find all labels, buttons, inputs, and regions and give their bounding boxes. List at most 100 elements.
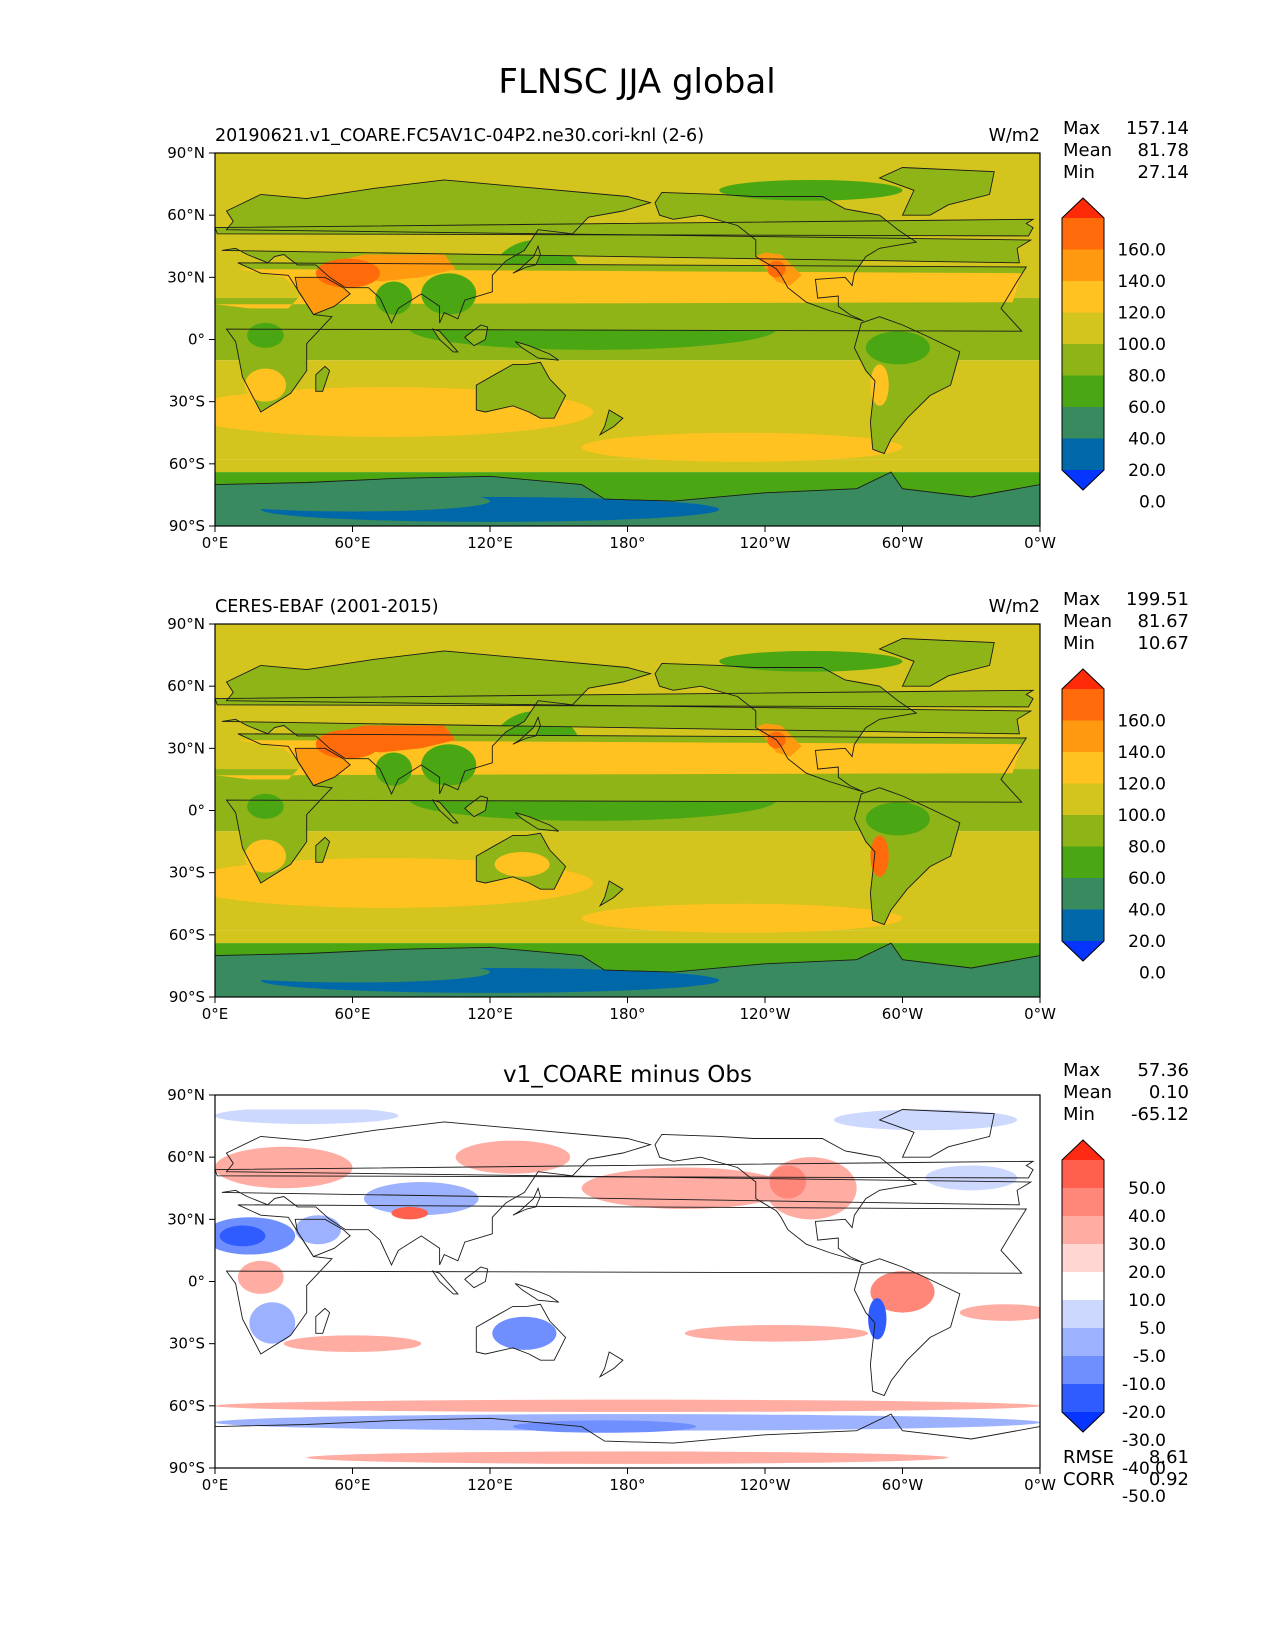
amazon-green: [865, 331, 931, 365]
y-tick-label: 90°S: [169, 517, 205, 535]
diff-australia: [492, 1316, 557, 1350]
coastline-uk: [215, 218, 1035, 237]
y-tick-label: 90°S: [169, 988, 205, 1006]
colorbar-cell: [1062, 1188, 1104, 1217]
amazon-green: [865, 802, 931, 836]
stat-value: 27.14: [1137, 162, 1189, 183]
colorbar-cell: [1062, 1356, 1104, 1385]
stat-label: Max: [1063, 118, 1101, 139]
coastline-africa: [225, 733, 1028, 884]
panel-model: 0°E 60°E 120°E 180° 120°W 60°W 0°W 90°N 60°N 30°N…: [167, 118, 1189, 552]
colorbar-cell: [1062, 689, 1104, 721]
panel-units: W/m2: [989, 597, 1040, 617]
iran-hot: [315, 258, 380, 288]
figure-title: FLNSC JJA global: [498, 62, 775, 102]
coastline-sumatra: [431, 1270, 459, 1295]
coastline-madagascar: [315, 836, 331, 863]
x-tick-label: 120°E: [467, 534, 513, 552]
coastline-japan: [512, 715, 541, 745]
y-tick-label: 60°S: [169, 455, 205, 473]
colorbar-max-extension: [1062, 669, 1104, 689]
map-field: [215, 1095, 1040, 1468]
colorbar-level-label: 120.0: [1117, 775, 1166, 795]
y-tick-label: 0°: [188, 331, 205, 349]
colorbar-cell: [1062, 846, 1104, 879]
south-africa-warm: [244, 368, 287, 402]
se-asia-green: [421, 744, 477, 786]
colorbar-cell: [1062, 815, 1104, 847]
coastline-greenland: [878, 167, 995, 216]
y-tick-label: 30°S: [169, 393, 205, 411]
y-tick-label: 60°N: [167, 206, 205, 224]
colorbar-cell: [1062, 752, 1104, 784]
coastline-madagascar: [315, 365, 331, 392]
stat-value: 81.78: [1137, 140, 1189, 161]
coastline-arabia: [294, 276, 351, 316]
land-new_guinea: [515, 812, 559, 832]
coastline-s_america: [853, 316, 961, 455]
colorbar-level-label: -50.0: [1122, 1487, 1166, 1507]
diff-sahara-core: [219, 1225, 266, 1247]
colorbar-cell: [1062, 1216, 1104, 1245]
stat-value: 81.67: [1137, 611, 1189, 632]
y-tick-label: 0°: [188, 802, 205, 820]
coastline-japan: [512, 244, 541, 274]
land-madagascar: [315, 366, 330, 392]
panel-left-title: CERES-EBAF (2001-2015): [215, 597, 439, 617]
antarctic-teal: [215, 490, 490, 512]
south-pacific-band: [581, 432, 903, 462]
iran-hot: [315, 729, 380, 759]
stat-label: Max: [1063, 1060, 1101, 1081]
diff-europe: [215, 1146, 353, 1189]
colorbar-cell: [1062, 438, 1104, 471]
coastline-australia: [475, 1303, 567, 1361]
colorbar-level-label: 60.0: [1128, 398, 1166, 418]
colorbar-level-label: 120.0: [1117, 304, 1166, 324]
colorbar-level-label: 80.0: [1128, 367, 1166, 387]
colorbar-min-extension: [1062, 1412, 1104, 1432]
map-field: [215, 624, 1040, 997]
andes-hot: [870, 364, 889, 406]
zone-southern-ocean: [215, 930, 1040, 944]
coastline-australia: [475, 361, 567, 419]
coastline-madagascar: [315, 1307, 331, 1334]
coastline-uk: [215, 689, 1035, 708]
colorbar-cell: [1062, 375, 1104, 408]
arctic-green: [719, 650, 903, 672]
colorbar-outline: [1061, 1139, 1105, 1433]
colorbar-level-label: 10.0: [1128, 1291, 1166, 1311]
diff-s-pacific: [684, 1325, 869, 1342]
diff-amazon: [870, 1271, 935, 1313]
diff-s-africa: [249, 1302, 296, 1344]
colorbar-cell: [1062, 878, 1104, 910]
panel-center-title: v1_COARE minus Obs: [503, 1062, 752, 1088]
stat-label: Min: [1063, 633, 1095, 654]
diff-antarctic-red: [306, 1451, 949, 1464]
coastline-s_america: [853, 787, 961, 926]
coastline-new_guinea: [514, 341, 560, 361]
x-tick-label: 180°: [609, 1005, 645, 1023]
colorbar-level-label: 140.0: [1117, 272, 1166, 292]
coastline-africa: [225, 262, 1028, 413]
map-field: [215, 153, 1040, 526]
colorbar-cell: [1062, 312, 1104, 345]
colorbar-level-label: 50.0: [1128, 1179, 1166, 1199]
diff-s-atlantic: [959, 1304, 1040, 1321]
colorbar-level-label: 160.0: [1117, 712, 1166, 732]
colorbar-cell: [1062, 407, 1104, 439]
panel-units: W/m2: [989, 126, 1040, 146]
coastline-new_guinea: [514, 1283, 560, 1303]
colorbar-level-label: -20.0: [1122, 1403, 1166, 1423]
coastline-borneo: [464, 1266, 489, 1289]
y-tick-label: 30°N: [167, 739, 205, 757]
diff-s-indian: [283, 1335, 422, 1352]
coastline-greenland: [878, 1109, 995, 1158]
colorbar-cell: [1062, 909, 1104, 942]
coastline-arabia: [294, 1218, 351, 1258]
diff-central-asia: [363, 1182, 479, 1216]
colorbar-cell: [1062, 344, 1104, 376]
stat-label: Mean: [1063, 1082, 1112, 1103]
coastline-new_zealand: [598, 880, 624, 908]
y-tick-label: 60°S: [169, 1397, 205, 1415]
